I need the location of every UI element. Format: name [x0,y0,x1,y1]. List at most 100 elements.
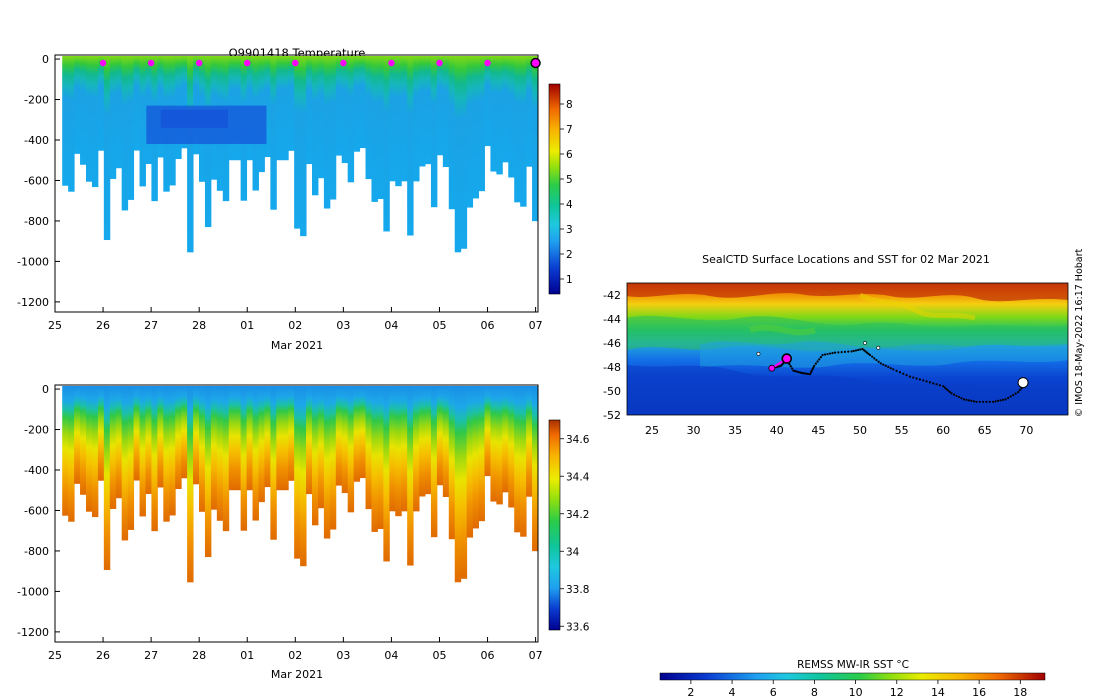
y-tick-label: -1200 [17,296,49,309]
salinity-profile [97,386,105,481]
sst-colorbar-tick-label: 12 [890,686,904,699]
surface-marker [292,59,299,67]
track-point [854,349,858,352]
track-point [970,399,973,402]
track-point [902,372,905,375]
sst-field [627,283,1068,415]
cold-water-patch [160,109,229,128]
temperature-profile [264,56,271,158]
temperature-profile [187,56,194,253]
temperature-profile [103,56,111,241]
salinity-profile [419,386,426,497]
map-y-tick-label: -50 [603,385,621,398]
track-point [1001,398,1005,401]
track-point [965,398,968,401]
temperature-profile [139,56,146,187]
salinity-profile [365,386,372,510]
salinity-profile [377,386,384,530]
temperature-profile [335,56,343,156]
track-point [908,375,912,378]
map-frame [626,282,1069,416]
salinity-profile [270,386,277,540]
y-tick-label: -200 [24,424,49,437]
track-point [861,347,864,351]
x-tick-label: 27 [144,319,158,332]
temperature-profile [424,56,432,165]
colorbar-tick-label: 34.4 [566,471,590,483]
track-point [833,351,837,354]
track-point [915,377,918,380]
track-point [932,382,935,385]
surface-marker [436,59,443,67]
temperature-profile [306,56,313,165]
track-point [1018,389,1021,392]
salinity-profile [294,386,301,559]
temperature-profile [448,56,456,210]
temperature-profile [407,56,414,236]
track-point [821,353,824,357]
seal-track [756,341,1029,403]
track-point [828,352,832,355]
salinity-profile [234,386,242,491]
x-tick-label: 26 [96,319,110,332]
temperature-profile [181,56,188,149]
track-point [1004,398,1007,401]
y-tick-label: 0 [42,383,49,396]
sst-colorbar-tick-label: 4 [729,686,736,699]
track-point [884,364,887,367]
colorbar-tick-label: 3 [566,224,573,236]
temperature-profile [347,56,355,183]
salinity-profile [282,386,289,491]
temperature-profile [282,56,289,161]
salinity-profile [383,386,390,562]
temperature-profile [127,56,135,200]
temperature-profile [508,56,515,178]
temperature-profile [97,56,105,151]
track-point [895,369,898,372]
salinity-profile [323,386,331,539]
temperature-profile [413,56,420,182]
x-tick-label: 06 [481,319,495,332]
x-tick-label: 28 [192,319,206,332]
track-point [816,360,819,363]
x-tick-label: 28 [192,649,206,662]
salinity-profile [62,386,69,516]
temperature-y-ticks: 0 -200 -400 -600 -800 -1000 -1200 [17,53,60,309]
track-point [889,367,892,370]
track-point [776,365,779,368]
track-point [807,372,810,376]
track-point [1009,395,1012,398]
surface-marker [147,59,155,67]
salinity-profile [276,386,283,491]
track-point [922,379,925,382]
sst-colorbar [659,672,1046,681]
track-point [803,372,807,375]
map-x-tick-label: 45 [811,424,825,437]
map-y-tick-label: -46 [603,337,621,350]
track-point [1016,391,1020,394]
temperature-profile [442,56,450,168]
map-x-ticks: 25 30 35 40 45 50 55 60 65 70 [645,424,1033,437]
temperature-profile [121,56,129,211]
salinity-profile [436,386,444,486]
salinity-profile [145,386,152,495]
colorbar-tick-label: 33.6 [566,621,590,633]
track-point [918,378,921,381]
temperature-profile [371,56,378,202]
track-point [865,351,869,354]
track-point [873,357,876,360]
temperature-profile [395,56,402,187]
salinity-profile [466,386,474,538]
salinity-profile [151,386,158,532]
temperature-profile [329,56,337,200]
salinity-profile [246,386,254,491]
track-point [925,380,928,383]
surface-marker [484,59,491,67]
x-tick-label: 02 [288,649,302,662]
temperature-profiles [62,56,539,253]
temperature-profile [323,56,331,209]
map-y-tick-label: -52 [603,409,621,422]
track-point [985,400,988,403]
y-tick-label: -1200 [17,626,49,639]
salinity-profile [502,386,509,493]
